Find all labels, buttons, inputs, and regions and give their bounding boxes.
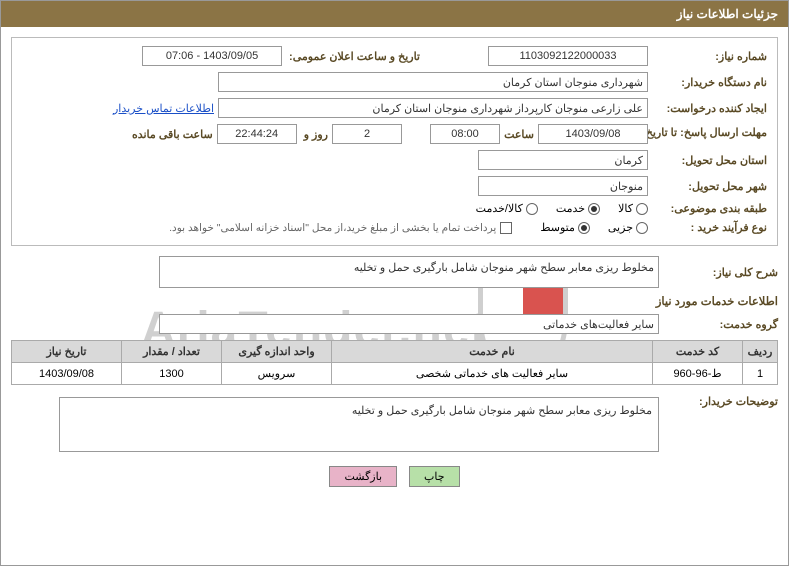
buyer-org-value: شهرداری منوجان استان کرمان: [218, 72, 648, 92]
announce-value: 1403/09/05 - 07:06: [142, 46, 282, 66]
col-code: کد خدمت: [653, 341, 743, 363]
buyer-notes-label: توضیحات خریدار:: [663, 391, 778, 408]
radio-jozi[interactable]: جزیی: [608, 221, 648, 234]
col-qty: تعداد / مقدار: [122, 341, 222, 363]
col-row: ردیف: [743, 341, 778, 363]
days-value: 2: [332, 124, 402, 144]
window: جزئیات اطلاعات نیاز AriaTender.net شماره…: [0, 0, 789, 566]
deadline-time: 08:00: [430, 124, 500, 144]
radio-kala[interactable]: کالا: [618, 202, 648, 215]
requester-value: علی زارعی منوجان کارپرداز شهرداری منوجان…: [218, 98, 648, 118]
col-unit: واحد اندازه گیری: [222, 341, 332, 363]
row-deadline: مهلت ارسال پاسخ: تا تاریخ: 1403/09/08 سا…: [22, 124, 767, 144]
col-date: تاریخ نیاز: [12, 341, 122, 363]
desc-value: مخلوط ریزی معابر سطح شهر منوجان شامل بار…: [159, 256, 659, 288]
category-label: طبقه بندی موضوعی:: [652, 202, 767, 215]
radio-both[interactable]: کالا/خدمت: [476, 202, 538, 215]
announce-label: تاریخ و ساعت اعلان عمومی:: [286, 50, 420, 63]
category-radio-group: کالا خدمت کالا/خدمت: [476, 202, 648, 215]
cell-row: 1: [743, 363, 778, 385]
cell-code: ط-96-960: [653, 363, 743, 385]
cell-date: 1403/09/08: [12, 363, 122, 385]
radio-khedmat-label: خدمت: [556, 202, 585, 215]
cell-qty: 1300: [122, 363, 222, 385]
group-value: سایر فعالیت‌های خدماتی: [159, 314, 659, 334]
services-info-title: اطلاعات خدمات مورد نیاز: [11, 294, 778, 308]
province-value: کرمان: [478, 150, 648, 170]
col-name: نام خدمت: [332, 341, 653, 363]
radio-khedmat[interactable]: خدمت: [556, 202, 600, 215]
need-no-value: 1103092122000033: [488, 46, 648, 66]
process-radio-group: جزیی متوسط: [540, 221, 648, 234]
row-buyer-org: نام دستگاه خریدار: شهرداری منوجان استان …: [22, 72, 767, 92]
time-label: ساعت: [504, 128, 534, 141]
process-label: نوع فرآیند خرید :: [652, 221, 767, 234]
cell-name: سایر فعالیت های خدماتی شخصی: [332, 363, 653, 385]
radio-kala-label: کالا: [618, 202, 633, 215]
deadline-date: 1403/09/08: [538, 124, 648, 144]
row-requester: ایجاد کننده درخواست: علی زارعی منوجان کا…: [22, 98, 767, 118]
group-label: گروه خدمت:: [663, 318, 778, 331]
payment-note: پرداخت تمام یا بخشی از مبلغ خرید،از محل …: [169, 222, 496, 234]
radio-jozi-label: جزیی: [608, 221, 633, 234]
radio-motevaset[interactable]: متوسط: [540, 221, 590, 234]
row-province: استان محل تحویل: کرمان: [22, 150, 767, 170]
print-button[interactable]: چاپ: [409, 466, 460, 487]
description-section: شرح کلی نیاز: مخلوط ریزی معابر سطح شهر م…: [11, 256, 778, 487]
countdown-value: 22:44:24: [217, 124, 297, 144]
days-label: روز و: [301, 128, 328, 141]
payment-checkbox[interactable]: [500, 222, 512, 234]
radio-motevaset-label: متوسط: [540, 221, 575, 234]
table-row: 1 ط-96-960 سایر فعالیت های خدماتی شخصی س…: [12, 363, 778, 385]
radio-both-label: کالا/خدمت: [476, 202, 523, 215]
remain-label: ساعت باقی مانده: [129, 128, 213, 141]
row-process: نوع فرآیند خرید : جزیی متوسط پرداخت تمام…: [22, 221, 767, 234]
cell-unit: سرویس: [222, 363, 332, 385]
province-label: استان محل تحویل:: [652, 154, 767, 167]
buyer-notes-value: مخلوط ریزی معابر سطح شهر منوجان شامل بار…: [59, 397, 659, 452]
row-category: طبقه بندی موضوعی: کالا خدمت کالا/خدمت: [22, 202, 767, 215]
table-header-row: ردیف کد خدمت نام خدمت واحد اندازه گیری ت…: [12, 341, 778, 363]
row-need-no: شماره نیاز: 1103092122000033 تاریخ و ساع…: [22, 46, 767, 66]
city-value: منوجان: [478, 176, 648, 196]
buyer-org-label: نام دستگاه خریدار:: [652, 76, 767, 89]
requester-label: ایجاد کننده درخواست:: [652, 102, 767, 115]
row-city: شهر محل تحویل: منوجان: [22, 176, 767, 196]
services-table: ردیف کد خدمت نام خدمت واحد اندازه گیری ت…: [11, 340, 778, 385]
header-title: جزئیات اطلاعات نیاز: [677, 7, 778, 21]
city-label: شهر محل تحویل:: [652, 180, 767, 193]
header-bar: جزئیات اطلاعات نیاز: [1, 1, 788, 27]
back-button[interactable]: بازگشت: [329, 466, 397, 487]
contact-link[interactable]: اطلاعات تماس خریدار: [113, 102, 214, 115]
button-row: چاپ بازگشت: [11, 466, 778, 487]
info-panel: شماره نیاز: 1103092122000033 تاریخ و ساع…: [11, 37, 778, 246]
deadline-label: مهلت ارسال پاسخ: تا تاریخ:: [652, 127, 767, 140]
content: AriaTender.net شماره نیاز: 1103092122000…: [1, 27, 788, 497]
need-no-label: شماره نیاز:: [652, 50, 767, 63]
desc-label: شرح کلی نیاز:: [663, 266, 778, 279]
